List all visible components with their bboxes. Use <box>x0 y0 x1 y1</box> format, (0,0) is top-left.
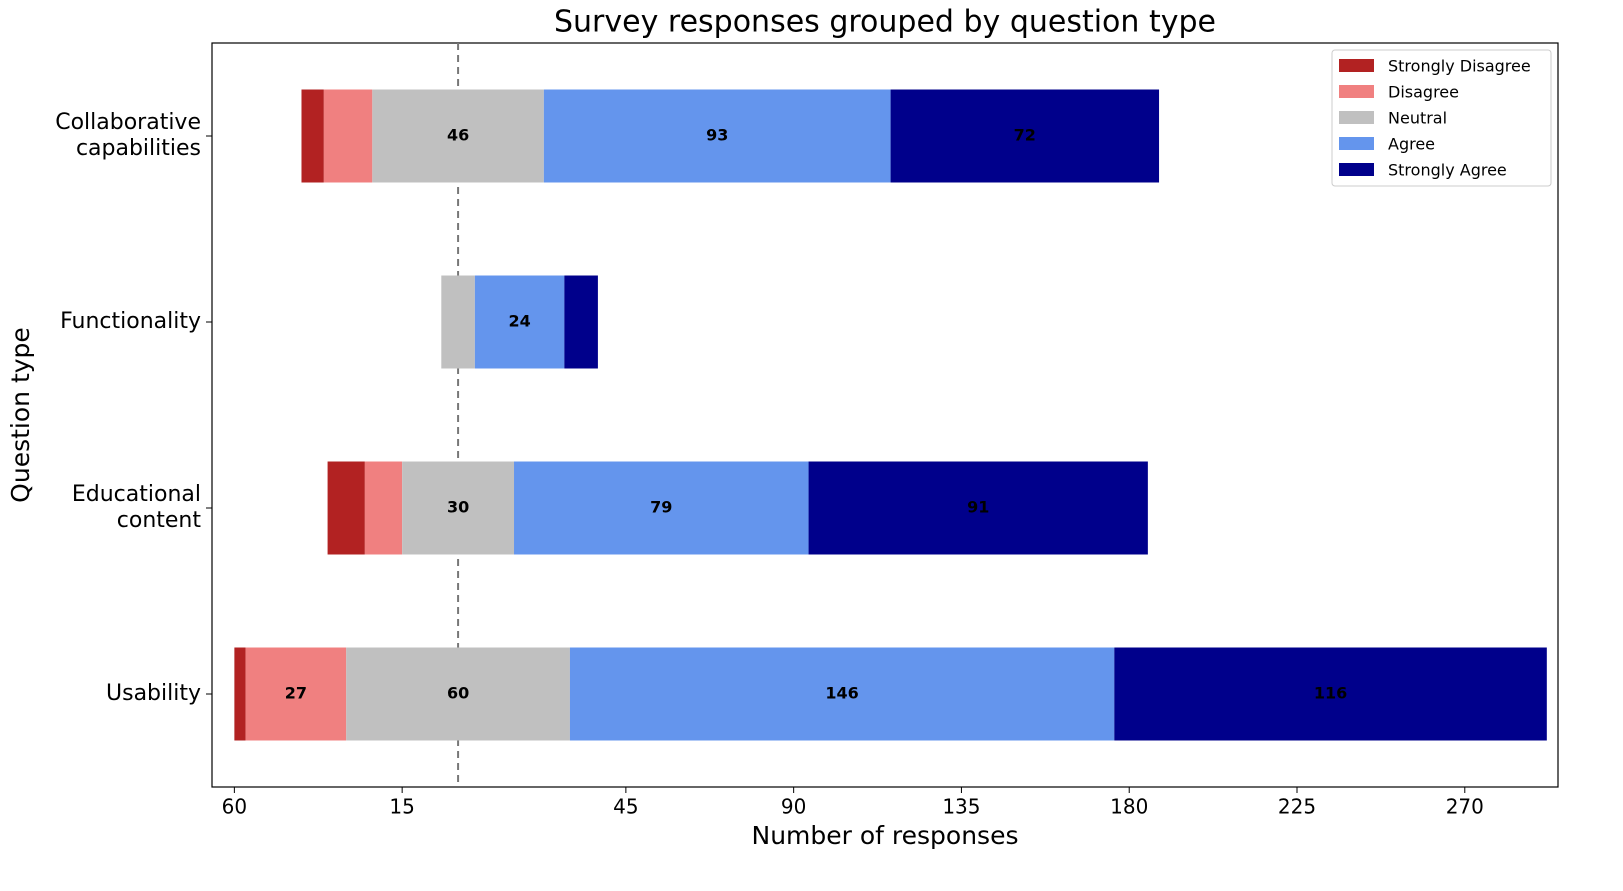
y-tick-label: Collaborative capabilities <box>55 110 201 161</box>
bar-segment <box>1114 647 1547 741</box>
bar-segment <box>569 647 1115 741</box>
data-label: 79 <box>650 498 672 517</box>
x-tick-label: 180 <box>1110 795 1148 819</box>
y-tick-label: Usability <box>106 681 201 706</box>
data-label: 116 <box>1314 684 1347 703</box>
y-axis-label: Question type <box>6 327 35 503</box>
legend-label: Disagree <box>1388 83 1459 102</box>
bar-segment <box>543 89 891 183</box>
legend-label: Neutral <box>1388 109 1447 128</box>
bar-segment <box>441 275 475 369</box>
bar-segment <box>402 461 515 555</box>
bar-segment <box>564 275 598 369</box>
legend-swatch <box>1339 163 1374 176</box>
bar-segment <box>474 275 565 369</box>
bar-segment <box>808 461 1148 555</box>
bar-segment <box>364 461 403 555</box>
y-tick-label: Educational content <box>72 482 201 533</box>
x-tick-label: 90 <box>781 795 806 819</box>
legend-label: Agree <box>1388 135 1435 154</box>
data-label: 60 <box>447 684 469 703</box>
bar-segment <box>327 461 365 555</box>
x-tick-label: 45 <box>613 795 638 819</box>
bar-segment <box>890 89 1160 183</box>
legend-box <box>1331 49 1552 187</box>
data-label: 27 <box>285 684 307 703</box>
data-label: 24 <box>508 312 530 331</box>
legend-swatch <box>1339 85 1374 98</box>
legend-swatch <box>1339 137 1374 150</box>
plot-frame <box>211 42 1559 788</box>
legend-swatch <box>1339 111 1374 124</box>
data-label: 146 <box>825 684 858 703</box>
y-tick-label: Functionality <box>60 309 201 334</box>
data-label: 72 <box>1014 126 1036 145</box>
bar-segment <box>234 647 246 741</box>
bar-segment <box>323 89 373 183</box>
x-tick-label: 60 <box>222 795 247 819</box>
x-tick-label: 15 <box>389 795 414 819</box>
bar-segment <box>514 461 809 555</box>
data-label: 93 <box>706 126 728 145</box>
x-tick-label: 270 <box>1446 795 1484 819</box>
bar-segment <box>372 89 544 183</box>
x-axis-label: Number of responses <box>752 821 1019 850</box>
data-label: 91 <box>967 498 989 517</box>
legend-swatch <box>1339 59 1374 72</box>
bar-segment <box>301 89 324 183</box>
bar-segment <box>245 647 347 741</box>
legend-label: Strongly Disagree <box>1388 57 1531 76</box>
data-label: 30 <box>447 498 469 517</box>
data-label: 46 <box>447 126 469 145</box>
legend-label: Strongly Agree <box>1388 161 1507 180</box>
chart-title: Survey responses grouped by question typ… <box>554 5 1216 40</box>
bar-segment <box>346 647 570 741</box>
x-tick-label: 225 <box>1278 795 1316 819</box>
x-tick-label: 135 <box>942 795 980 819</box>
